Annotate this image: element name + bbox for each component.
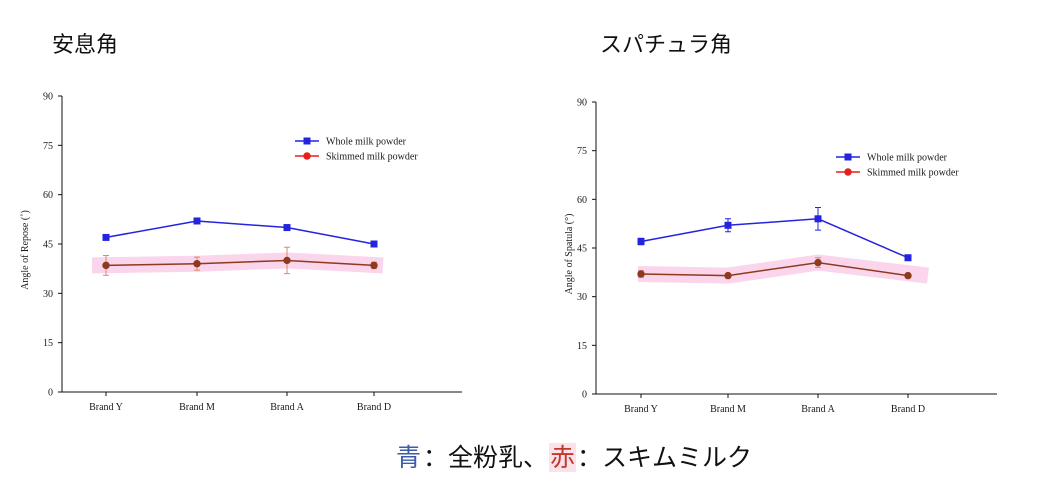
x-tick-label-brand-y: Brand Y: [89, 402, 123, 413]
whole-milk-powder-point-brand-d: [370, 240, 378, 248]
y-tick-label: 90: [43, 92, 53, 103]
y-tick-label: 15: [577, 341, 587, 352]
y-tick-label: 75: [43, 141, 53, 152]
whole-milk-powder-point-brand-a: [283, 224, 291, 232]
x-tick-label-brand-m: Brand M: [710, 404, 746, 415]
x-tick-label-brand-a: Brand A: [270, 402, 304, 413]
skimmed-milk-powder-highlight-band: [637, 254, 929, 284]
skimmed-milk-powder-point-brand-a: [283, 256, 291, 265]
skimmed-milk-powder-point-brand-m: [193, 260, 201, 268]
y-axis-label: Angle of Repose (˚): [20, 210, 31, 290]
legend-label-skimmed-milk-powder: Skimmed milk powder: [867, 168, 959, 179]
chart-title-spatula-angle: スパチュラ角: [600, 33, 733, 58]
skimmed-milk-powder-point-brand-d: [370, 261, 378, 270]
chart-title-angle-of-repose: 安息角: [52, 33, 119, 58]
whole-milk-powder-point-brand-d: [904, 254, 912, 262]
y-tick-label: 45: [43, 240, 53, 251]
legend-label-whole-milk-powder: Whole milk powder: [326, 137, 407, 148]
legend-marker-skimmed-milk-powder: [844, 168, 852, 176]
legend-marker-skimmed-milk-powder: [303, 152, 311, 160]
whole-milk-powder-point-brand-y: [102, 233, 110, 241]
chart-angle-of-repose: 0 15 30 45 60 75 90 Brand Y Brand M Brand A Brand …: [20, 92, 462, 413]
y-tick-label: 0: [582, 390, 587, 401]
y-tick-label: 60: [43, 190, 53, 201]
skimmed-milk-powder-point-brand-y: [102, 261, 110, 270]
series-color-caption: 青：全粉乳、赤：スキムミルク: [395, 442, 753, 474]
y-tick-label: 30: [43, 289, 53, 300]
caption-blue-text: ：全粉乳、: [423, 443, 549, 472]
skimmed-milk-powder-point-brand-y: [637, 270, 645, 278]
y-tick-label: 60: [577, 195, 587, 206]
whole-milk-powder-line: [105, 220, 375, 245]
skimmed-milk-powder-point-brand-a: [814, 258, 822, 267]
legend-marker-whole-milk-powder: [303, 137, 311, 145]
legend-label-skimmed-milk-powder: Skimmed milk powder: [326, 152, 418, 163]
x-tick-label-brand-a: Brand A: [801, 404, 835, 415]
x-tick-label-brand-d: Brand D: [891, 404, 925, 415]
chart-spatula-angle: 0 15 30 45 60 75 90 Brand Y Brand M Brand A Brand …: [564, 98, 997, 415]
y-tick-label: 75: [577, 146, 587, 157]
y-axis-label: Angle of Spatula (°): [564, 214, 575, 295]
y-tick-label: 90: [577, 98, 587, 109]
skimmed-milk-powder-line: [105, 259, 375, 267]
x-tick-label-brand-y: Brand Y: [624, 404, 658, 415]
y-tick-label: 30: [577, 292, 587, 303]
y-tick-label: 0: [48, 388, 53, 399]
whole-milk-powder-line: [640, 218, 909, 259]
caption-red-label: 赤: [549, 443, 577, 472]
whole-milk-powder-point-brand-m: [724, 221, 732, 229]
y-tick-label: 45: [577, 244, 587, 255]
caption-blue-label: 青: [396, 443, 422, 472]
x-tick-label-brand-d: Brand D: [357, 402, 391, 413]
skimmed-milk-powder-point-brand-d: [904, 271, 912, 280]
caption-red-text: ：スキムミルク: [577, 443, 753, 472]
skimmed-milk-powder-line: [640, 261, 909, 277]
legend-marker-whole-milk-powder: [844, 153, 852, 161]
whole-milk-powder-point-brand-m: [193, 217, 201, 225]
x-tick-label-brand-m: Brand M: [179, 402, 215, 413]
skimmed-milk-powder-point-brand-m: [724, 271, 732, 280]
whole-milk-powder-point-brand-y: [637, 238, 645, 246]
y-tick-label: 15: [43, 338, 53, 349]
whole-milk-powder-point-brand-a: [814, 215, 822, 223]
legend-label-whole-milk-powder: Whole milk powder: [867, 153, 948, 164]
